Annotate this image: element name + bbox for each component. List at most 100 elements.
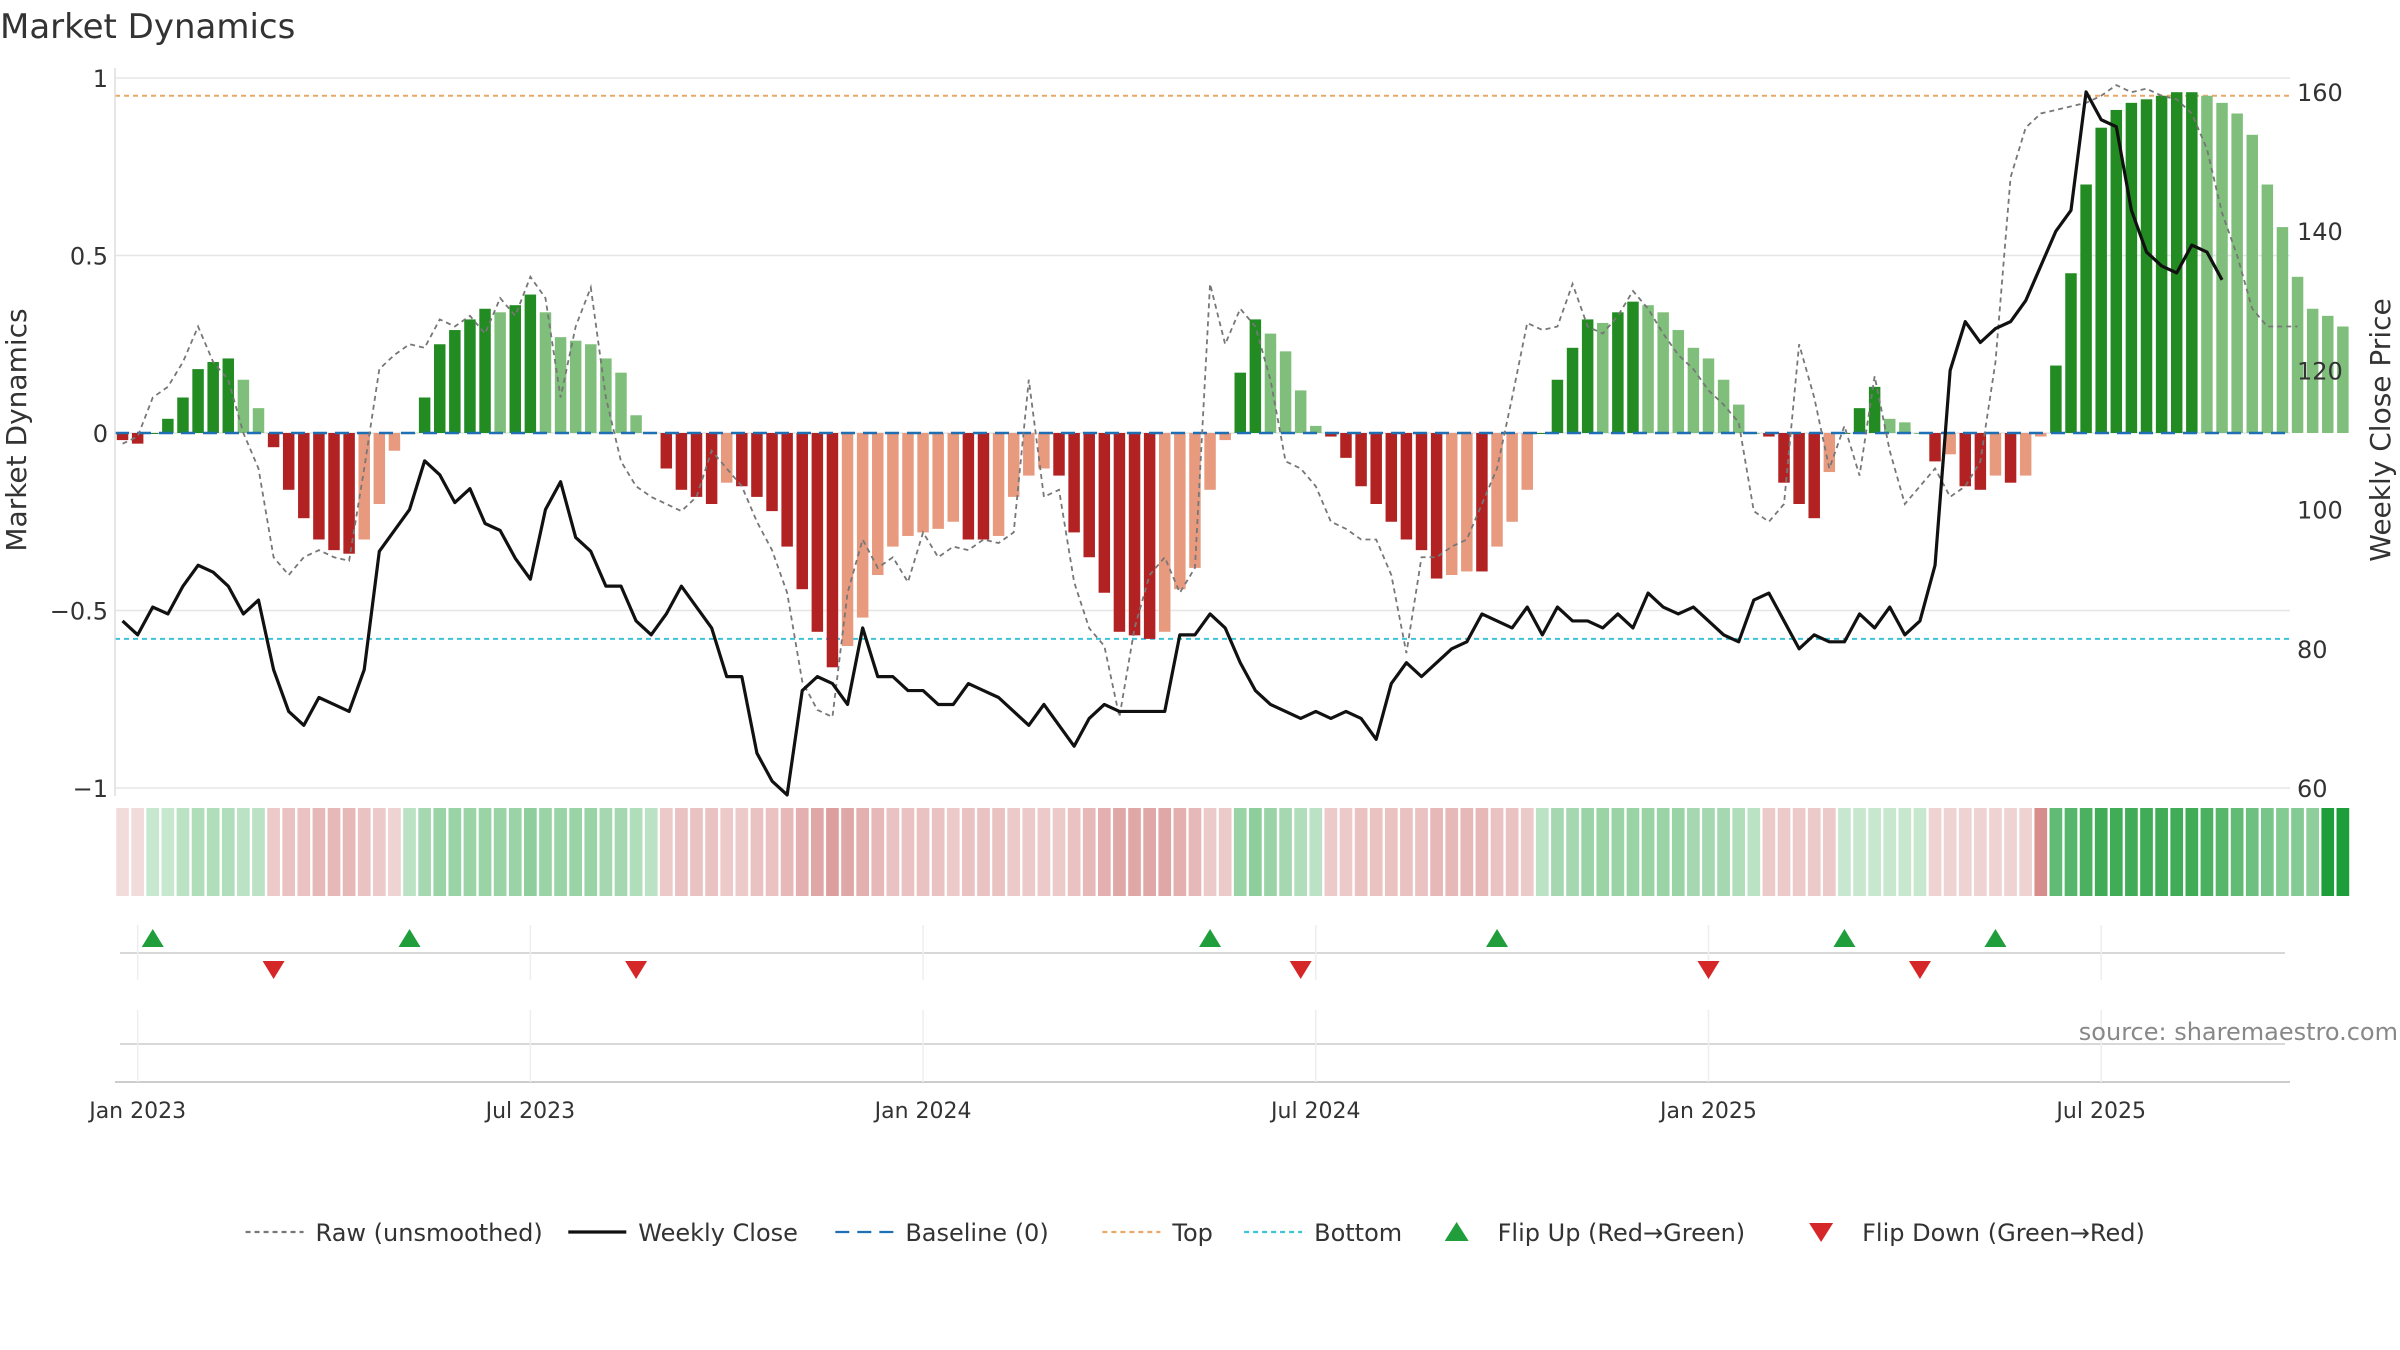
band-cell [1974,808,1987,896]
band-cell [2215,808,2229,896]
dynamics-bar [539,312,552,433]
threshold-lines [115,94,2290,640]
dynamics-bar [1657,312,1669,433]
dynamics-bar [1642,305,1654,433]
y2-axis-label: Weekly Close Price [2364,298,2397,561]
band-cell [871,808,885,896]
band-cell [1037,808,1051,896]
band-cell [599,808,613,896]
dynamics-bar [796,433,808,590]
band-cell [1989,808,2002,896]
band-cell [826,808,839,896]
dynamics-bar [2216,102,2228,433]
dynamics-bar [1929,433,1941,462]
band-cell [2109,808,2123,896]
band-cell [962,808,975,896]
legend: Raw (unsmoothed) Weekly Close Baseline (0)… [245,1219,2145,1247]
dynamics-bar [615,372,627,433]
close-series [121,90,2224,797]
source-label: source: sharemaestro.com [2079,1018,2398,1046]
dynamics-bar [1808,433,1820,519]
band-cell [2034,808,2048,896]
dynamics-bar [2004,433,2017,483]
band-cell [629,808,643,896]
dynamics-bar [2019,433,2032,476]
band-cell [448,808,462,896]
dynamics-bar [811,433,824,632]
dynamics-bar [1007,433,1020,497]
dynamics-bar [177,397,189,433]
band-cell [569,808,583,896]
band-cell [357,808,371,896]
legend-item: Top [1102,1219,1213,1247]
band-cell [977,808,990,896]
dynamics-bar [872,433,884,575]
dynamics-bar [418,397,431,433]
band-cell [705,808,718,896]
band-cell [2336,808,2350,896]
dynamics-bar [705,433,718,504]
dynamics-bar [826,433,839,668]
dynamics-bar [1430,433,1443,579]
band-cell [931,808,945,896]
dynamics-bar [1234,372,1246,433]
dynamics-bar [2170,92,2183,433]
legend-label: Bottom [1314,1219,1402,1247]
band-cell [1626,808,1640,896]
band-cell [1581,808,1594,896]
band-cell [659,808,673,896]
dynamics-bar [1717,379,1730,433]
dynamics-bar [1174,433,1186,590]
dynamics-bar [207,362,219,433]
dynamics-bar [131,433,144,444]
band-cell [2125,808,2138,896]
legend-label: Flip Up (Red→Green) [1498,1219,1746,1247]
band-cell [1747,808,1761,896]
dynamics-bar [751,433,763,497]
dynamics-bar [1098,433,1111,593]
x-tick-label: Jul 2025 [2054,1099,2146,1124]
band-cell [131,808,144,896]
band-cell [493,808,507,896]
band-cell [1203,808,1217,896]
dynamics-bar [1279,351,1292,433]
legend-item: Raw (unsmoothed) [245,1219,543,1247]
band-cell [1687,808,1700,896]
legend-item: Flip Up (Red→Green) [1444,1219,1746,1247]
dynamics-bar [434,344,446,433]
flip-up-marker [1486,929,1509,947]
band-cell [2140,808,2153,896]
y-tick-label: 0 [93,420,108,448]
dynamics-bar [1294,390,1307,433]
band-cell [1732,808,1746,896]
band-cell [1460,808,1474,896]
y2-tick-label: 100 [2297,497,2343,525]
dynamics-bar [2050,365,2062,433]
band-cell [1838,808,1851,896]
dynamics-bar [962,433,975,540]
dynamics-bar [2276,227,2289,433]
band-cell [1520,808,1534,896]
dynamics-bar [1355,433,1367,487]
y-axis-label: Market Dynamics [0,308,33,551]
dynamics-bar [1219,433,1231,441]
band-cell [1309,808,1323,896]
band-cell [1264,808,1277,896]
band-cell [1762,808,1776,896]
band-cell [1082,808,1096,896]
dynamics-bar [2065,273,2077,433]
band-cell [1868,808,1881,896]
dynamics-bar [358,433,370,540]
dynamics-bar [2080,184,2092,433]
dynamics-bar [1959,433,1971,487]
band-cell [1249,808,1262,896]
legend-label: Baseline (0) [905,1219,1048,1247]
dynamics-bar [1445,433,1458,575]
dynamics-bar [2140,99,2153,434]
band-cell [1445,808,1459,896]
band-cell [1611,808,1625,896]
band-cell [2019,808,2033,896]
band-cell [2291,808,2304,896]
band-cell [252,808,265,896]
band-cell [161,808,175,896]
